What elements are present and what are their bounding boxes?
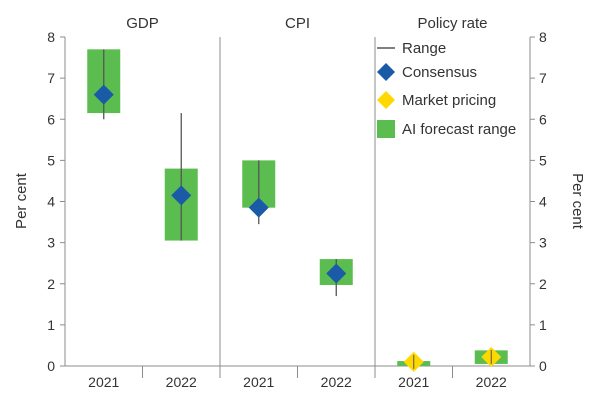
y-tick-label-right: 4 [539,194,547,210]
x-tick-label-gdp-2022: 2022 [166,374,197,390]
x-tick-label-policy-rate-2021: 2021 [398,374,429,390]
panel-title-gdp: GDP [126,15,159,32]
y-tick-label-left: 6 [47,111,55,127]
y-axis-left: 0 1 2 3 4 5 6 7 8 [47,29,65,374]
legend-swatch-market [377,91,395,109]
legend-label-market: Market pricing [402,92,496,109]
consensus-marker-cpi-2022 [326,263,347,284]
y-tick-label-left: 7 [47,70,55,86]
legend: Range Consensus Market pricing AI forecast … [377,40,516,138]
x-tick-label-gdp-2021: 2021 [88,374,119,390]
y-tick-label-left: 1 [47,317,55,333]
y-tick-label-right: 7 [539,70,547,86]
y-tick-label-left: 8 [47,29,55,45]
y-tick-label-right: 8 [539,29,547,45]
consensus-marker-gdp-2021 [93,84,114,105]
panel-titles: GDP CPI Policy rate [126,15,487,32]
y-tick-label-right: 1 [539,317,547,333]
y-axis-right: 0 1 2 3 4 5 6 7 8 [530,29,547,374]
legend-label-consensus: Consensus [402,64,477,81]
y-tick-label-right: 3 [539,235,547,251]
y-axis-left-label: Per cent [13,172,30,229]
y-tick-label-right: 6 [539,111,547,127]
chart-frame [64,37,531,378]
legend-label-range: Range [402,40,446,57]
consensus-marker-cpi-2021 [248,197,269,218]
consensus-marker-gdp-2022 [171,185,192,206]
y-tick-label-right: 0 [539,358,547,374]
y-tick-label-left: 4 [47,194,55,210]
x-tick-label-cpi-2022: 2022 [321,374,352,390]
y-axis-right-label: Per cent [569,173,586,230]
x-tick-label-policy-rate-2022: 2022 [476,374,507,390]
panel-title-cpi: CPI [285,15,310,32]
y-tick-label-right: 5 [539,152,547,168]
y-tick-label-left: 2 [47,276,55,292]
chart-marks [87,49,508,372]
y-tick-label-left: 5 [47,152,55,168]
legend-swatch-ai [377,120,395,138]
legend-swatch-consensus [377,63,395,81]
legend-label-ai: AI forecast range [402,121,516,138]
x-tick-label-cpi-2021: 2021 [243,374,274,390]
x-axis: 2021 2022 2021 2022 2021 2022 [88,366,507,390]
y-tick-label-right: 2 [539,276,547,292]
y-tick-label-left: 3 [47,235,55,251]
panel-title-policy-rate: Policy rate [417,15,487,32]
y-tick-label-left: 0 [47,358,55,374]
